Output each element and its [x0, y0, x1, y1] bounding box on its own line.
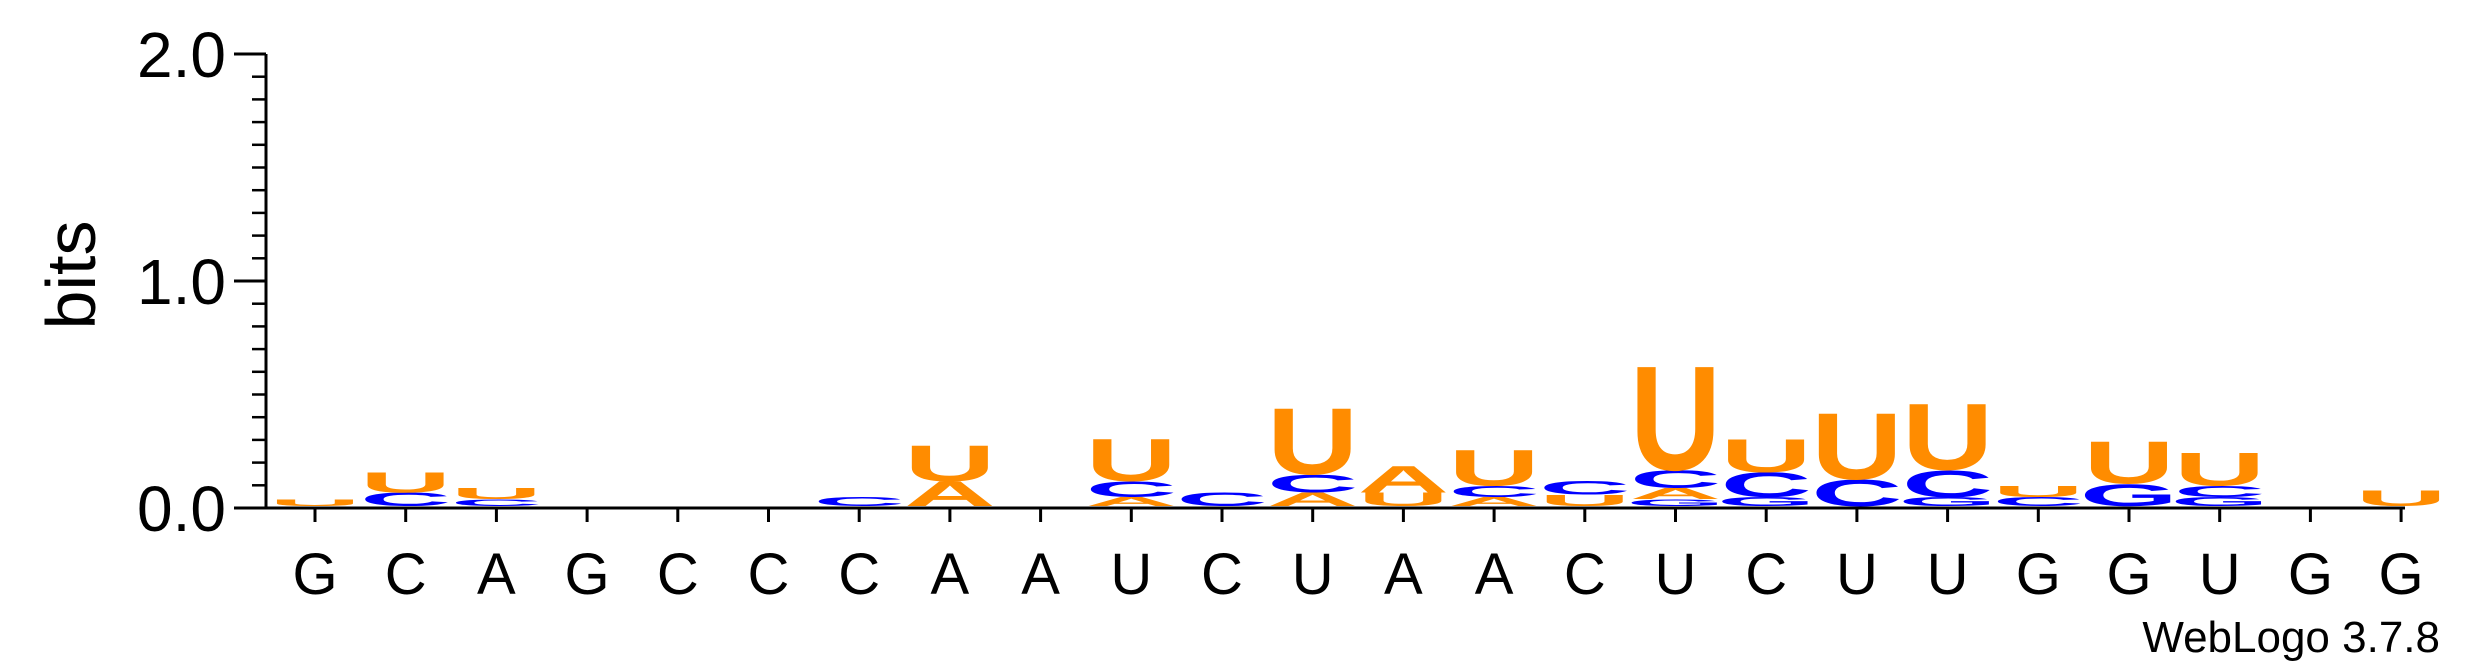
logo-letter-C: C: [1176, 489, 1267, 510]
x-tick-label: C: [657, 542, 699, 607]
logo-letter-A: A: [1630, 485, 1721, 503]
logo-letter-G: G: [2171, 495, 2269, 509]
logo-letter-C: C: [1448, 483, 1539, 501]
x-tick-label: U: [1836, 542, 1878, 607]
logo-letter-G: G: [1898, 495, 1996, 509]
logo-letter-U: U: [1448, 440, 1539, 496]
logo-letter-C: C: [1539, 478, 1630, 499]
x-tick-label: A: [931, 542, 970, 607]
x-tick-label: C: [1564, 542, 1606, 607]
logo-letter-U: U: [1721, 430, 1812, 483]
logo-letter-A: A: [904, 474, 995, 513]
logo-letter-U: U: [1630, 336, 1721, 502]
x-tick-label: C: [1201, 542, 1243, 607]
logo-letter-U: U: [1267, 388, 1358, 494]
logo-letter-A: A: [1086, 495, 1177, 509]
x-tick-label: A: [1021, 542, 1060, 607]
logo-letter-C: C: [360, 489, 451, 510]
x-tick-label: G: [565, 542, 610, 607]
logo-letter-C: C: [451, 498, 542, 509]
x-tick-label: C: [1745, 542, 1787, 607]
logo-letter-U: U: [2174, 443, 2265, 496]
logo-letter-C: C: [1902, 462, 1993, 505]
y-tick-label: 0.0: [137, 473, 226, 545]
x-tick-label: A: [1475, 542, 1514, 607]
logo-letter-C: C: [814, 495, 905, 509]
y-tick-label: 1.0: [137, 246, 226, 318]
y-ticks: 0.0 1.0 2.0: [137, 19, 266, 545]
y-tick-label: 2.0: [137, 19, 226, 91]
logo-letter-U: U: [904, 436, 995, 492]
logo-letter-C: C: [1993, 495, 2084, 509]
logo-letter-C: C: [1630, 465, 1721, 493]
logo-letter-C: C: [1811, 471, 1902, 514]
logo-letter-U: U: [360, 467, 451, 499]
x-tick-label: G: [2106, 542, 2151, 607]
logo-letter-A: A: [1267, 489, 1358, 510]
x-tick-label: U: [1927, 542, 1969, 607]
x-tick-label: A: [477, 542, 516, 607]
x-tick-label: U: [2199, 542, 2241, 607]
x-tick-label: U: [1292, 542, 1334, 607]
y-axis-label: bits: [32, 221, 110, 330]
logo-letter-G: G: [1626, 498, 1724, 509]
x-tick-label: G: [2288, 542, 2333, 607]
logo-letter-U: U: [2083, 429, 2174, 497]
logo-letter-A: A: [1358, 458, 1449, 501]
logo-letter-U: U: [1902, 384, 1993, 490]
x-tick-label: C: [385, 542, 427, 607]
logo-letter-U: U: [1358, 489, 1449, 510]
x-tick-label: U: [1110, 542, 1152, 607]
x-tick-label: G: [292, 542, 337, 607]
logo-letter-A: A: [1448, 495, 1539, 509]
x-tick-label: A: [1384, 542, 1423, 607]
x-tick-label: G: [2379, 542, 2424, 607]
y-axis: 0.0 1.0 2.0 bits: [32, 19, 268, 545]
logo-letter-U: U: [1993, 483, 2084, 501]
logo-letter-U: U: [1086, 426, 1177, 494]
logo-letter-G: G: [2080, 477, 2178, 512]
logo-letter-U: U: [2355, 486, 2446, 511]
weblogo-credit: WebLogo 3.7.8: [2142, 613, 2440, 662]
logo-letter-G: G: [1717, 495, 1815, 509]
logo-letter-U: U: [269, 498, 360, 509]
x-tick-label: C: [838, 542, 880, 607]
logo-letter-C: C: [2174, 483, 2265, 501]
logo-letter-U: U: [1539, 492, 1630, 510]
logo-letter-C: C: [1267, 470, 1358, 498]
x-tick-label: U: [1655, 542, 1697, 607]
x-tick-label: G: [2016, 542, 2061, 607]
logo-letter-C: C: [1721, 465, 1812, 504]
logo-letter-C: C: [1086, 477, 1177, 502]
logo-letter-U: U: [1811, 393, 1902, 499]
logo-letter-U: U: [451, 485, 542, 503]
x-tick-label: C: [748, 542, 790, 607]
